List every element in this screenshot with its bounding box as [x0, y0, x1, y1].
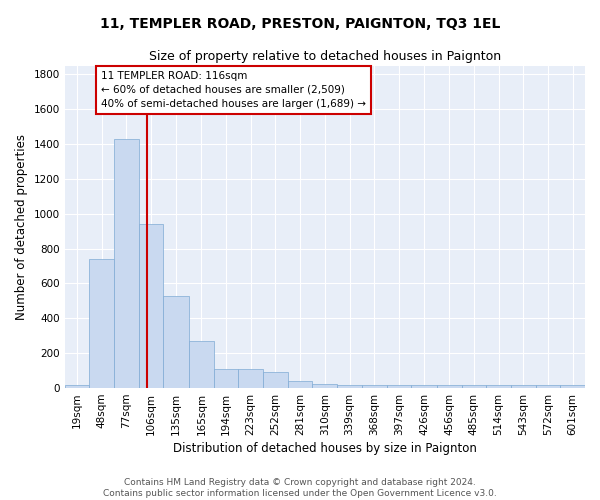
Bar: [163, 296, 189, 388]
Bar: [214, 369, 238, 388]
Y-axis label: Number of detached properties: Number of detached properties: [15, 134, 28, 320]
Bar: [288, 381, 313, 388]
Bar: [536, 386, 560, 388]
Text: 11, TEMPLER ROAD, PRESTON, PAIGNTON, TQ3 1EL: 11, TEMPLER ROAD, PRESTON, PAIGNTON, TQ3…: [100, 18, 500, 32]
Bar: [89, 259, 114, 388]
Bar: [362, 386, 386, 388]
Bar: [461, 386, 486, 388]
Title: Size of property relative to detached houses in Paignton: Size of property relative to detached ho…: [149, 50, 501, 63]
Text: Contains HM Land Registry data © Crown copyright and database right 2024.
Contai: Contains HM Land Registry data © Crown c…: [103, 478, 497, 498]
Bar: [65, 384, 89, 388]
X-axis label: Distribution of detached houses by size in Paignton: Distribution of detached houses by size …: [173, 442, 477, 455]
Bar: [189, 341, 214, 388]
Bar: [114, 139, 139, 388]
Bar: [437, 386, 461, 388]
Bar: [511, 386, 536, 388]
Bar: [386, 386, 411, 388]
Bar: [411, 386, 437, 388]
Bar: [238, 369, 263, 388]
Bar: [313, 384, 337, 388]
Bar: [139, 224, 163, 388]
Bar: [560, 386, 585, 388]
Bar: [337, 386, 362, 388]
Bar: [486, 386, 511, 388]
Bar: [263, 372, 288, 388]
Text: 11 TEMPLER ROAD: 116sqm
← 60% of detached houses are smaller (2,509)
40% of semi: 11 TEMPLER ROAD: 116sqm ← 60% of detache…: [101, 71, 366, 109]
